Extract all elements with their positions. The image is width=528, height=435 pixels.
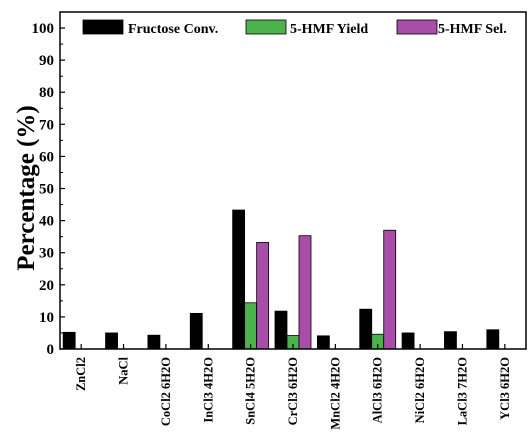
x-tick-label: CrCl3 6H2O [286,357,300,426]
bar-fructose-conv-nicl2-6h2o [401,332,415,350]
y-tick-label: 30 [39,246,54,262]
y-tick-label: 100 [32,21,55,37]
plot-frame [59,11,527,350]
y-tick-label: 20 [39,278,54,294]
y-tick-label: 90 [39,53,54,69]
legend-label: 5-HMF Yield [290,22,368,37]
legend-swatch [245,19,287,35]
y-axis-label: Percentage (%) [13,105,40,270]
bar-fructose-conv-nacl [105,332,118,350]
y-tick-label: 80 [39,85,54,101]
bar-fructose-conv-incl3-4h2o [189,312,203,350]
bar-fructose-conv-sncl4-5h2o [232,209,246,350]
x-tick-label: SnCl4 5H2O [244,357,258,425]
x-tick-label: NaCl [117,356,131,384]
x-tick-label: MnCl2 4H2O [328,357,342,430]
y-tick-label: 60 [39,149,54,165]
legend-label: 5-HMF Sel. [438,22,507,37]
y-tick-label: 10 [39,310,54,326]
bar-fructose-conv-alcl3-6h2o [359,308,373,350]
bar-5-hmf-sel-crcl3-6h2o [298,235,312,350]
bar-fructose-conv-mncl2-4h2o [316,335,330,350]
x-tick-label: ZnCl2 [74,357,88,391]
x-tick-label: CoCl2 6H2O [159,357,173,426]
y-tick-label: 70 [39,117,54,133]
bar-fructose-conv-ycl3-6h2o [486,329,500,350]
bar-5-hmf-sel-alcl3-6h2o [383,229,397,350]
bar-fructose-conv-lacl3-7h2o [444,331,457,350]
x-tick-label: InCl3 4H2O [201,357,215,423]
legend-label: Fructose Conv. [128,22,218,37]
bar-5-hmf-sel-sncl4-5h2o [256,242,270,350]
legend-swatch [396,19,438,35]
bar-5-hmf-yield-sncl4-5h2o [244,302,258,350]
x-tick-label: YCl3 6H2O [498,357,512,420]
legend-swatch [82,19,124,35]
x-tick-label: AlCl3 6H2O [371,357,385,424]
x-tick-label: LaCl3 7H2O [455,357,469,426]
bar-fructose-conv-crcl3-6h2o [274,310,288,350]
y-tick-label: 0 [47,342,55,358]
bar-fructose-conv-zncl2 [62,331,76,350]
y-tick-label: 50 [39,182,54,198]
y-tick-label: 40 [39,214,54,230]
x-tick-label: NiCl2 6H2O [413,357,427,424]
legend: Fructose Conv. 5-HMF Yield 5-HMF Sel. [82,19,507,37]
bar-fructose-conv-cocl2-6h2o [147,334,161,350]
